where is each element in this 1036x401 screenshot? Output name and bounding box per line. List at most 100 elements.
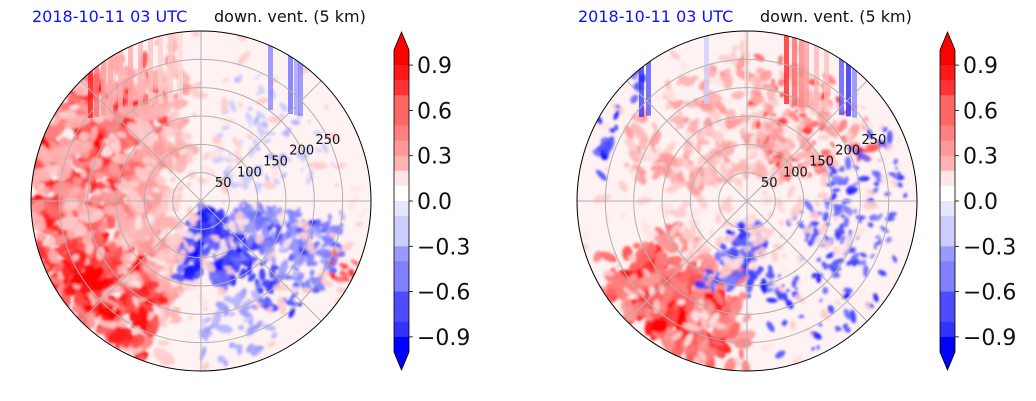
data-blob (840, 290, 845, 296)
data-blob (623, 287, 632, 295)
data-blob (698, 351, 707, 362)
data-blob (263, 138, 272, 144)
data-blob (273, 178, 281, 185)
data-blob (176, 262, 186, 274)
chart-variable-title: down. vent. (5 km) (214, 7, 366, 26)
grid-spoke (626, 80, 748, 202)
colorbar-segment (940, 155, 955, 172)
data-blob (201, 317, 206, 328)
data-blob (201, 361, 210, 371)
data-blob (267, 340, 276, 348)
data-blob (818, 298, 823, 303)
data-blob (722, 255, 734, 269)
colorbar-segment (394, 155, 409, 172)
data-blob (829, 150, 840, 157)
data-blob (684, 101, 696, 109)
data-blob (93, 188, 102, 196)
data-blob (191, 31, 201, 38)
data-blob (95, 257, 106, 269)
grid-spoke (80, 80, 202, 202)
data-blob (698, 298, 704, 309)
colorbar-segment (940, 216, 955, 232)
data-blob (160, 197, 166, 206)
stripe-artefact (128, 31, 133, 110)
stripe-artefact (804, 31, 809, 108)
data-blob (781, 108, 791, 118)
data-blob (794, 294, 806, 304)
data-blob (703, 166, 710, 179)
data-blob (790, 201, 803, 218)
data-blob (122, 267, 130, 276)
data-blob (843, 308, 852, 320)
grid-spoke (746, 80, 868, 202)
stripe-artefact (138, 31, 143, 108)
data-blob (309, 260, 318, 267)
data-blob (816, 165, 826, 175)
data-blob (731, 255, 745, 271)
data-blob (766, 321, 775, 332)
data-blob (749, 230, 763, 241)
colorbar-extend-bottom (940, 352, 955, 370)
data-blob (718, 196, 733, 213)
data-blob (262, 131, 266, 136)
data-blob (662, 213, 670, 220)
data-blob (814, 167, 818, 173)
grid-spoke (626, 200, 748, 322)
radial-tick-label: 100 (783, 165, 808, 180)
data-blob (748, 235, 757, 243)
data-blob (639, 139, 648, 151)
data-blob (193, 233, 202, 240)
data-blob (237, 324, 245, 331)
data-blob (765, 130, 772, 136)
data-blob (330, 161, 334, 167)
data-blob (620, 298, 633, 315)
data-blob (818, 223, 827, 235)
data-blob (307, 119, 311, 124)
data-blob (31, 213, 46, 232)
colorbar-segment (394, 185, 409, 202)
data-blob (107, 149, 113, 157)
stripe-artefact (101, 31, 106, 116)
data-blob (803, 126, 813, 135)
data-blob (857, 175, 870, 182)
stripe-artefact (852, 31, 857, 118)
data-blob (793, 286, 799, 291)
data-blob (145, 194, 154, 202)
data-blob (334, 182, 339, 188)
data-blob (656, 95, 661, 100)
data-blob (262, 238, 276, 248)
data-blob (759, 284, 766, 291)
data-blob (742, 162, 750, 180)
data-blob (292, 222, 300, 226)
data-blob (803, 327, 814, 332)
data-blob (178, 249, 186, 265)
data-blob (811, 272, 817, 279)
data-blob (647, 153, 660, 163)
colorbar-segment (940, 336, 955, 353)
colorbar-segment (940, 291, 955, 308)
data-blob (338, 262, 347, 267)
data-blob (340, 241, 354, 252)
data-blob (153, 140, 166, 156)
data-blob (809, 332, 814, 337)
data-blob (48, 248, 59, 264)
data-blob (267, 301, 273, 307)
data-blob (64, 210, 73, 218)
data-blob (727, 322, 741, 340)
data-blob (651, 166, 666, 180)
data-blob (689, 204, 706, 219)
data-blob (884, 191, 891, 197)
data-blob (266, 212, 271, 220)
data-blob (204, 316, 212, 324)
data-blob (300, 220, 311, 231)
data-blob (188, 314, 193, 321)
data-blob (897, 182, 903, 188)
data-blob (818, 267, 824, 273)
data-blob (782, 319, 787, 327)
data-blob (851, 116, 861, 125)
data-blob (816, 257, 821, 262)
colorbar-segment (394, 261, 409, 277)
data-blob (818, 323, 823, 327)
data-blob (749, 76, 756, 86)
data-blob (780, 267, 788, 272)
